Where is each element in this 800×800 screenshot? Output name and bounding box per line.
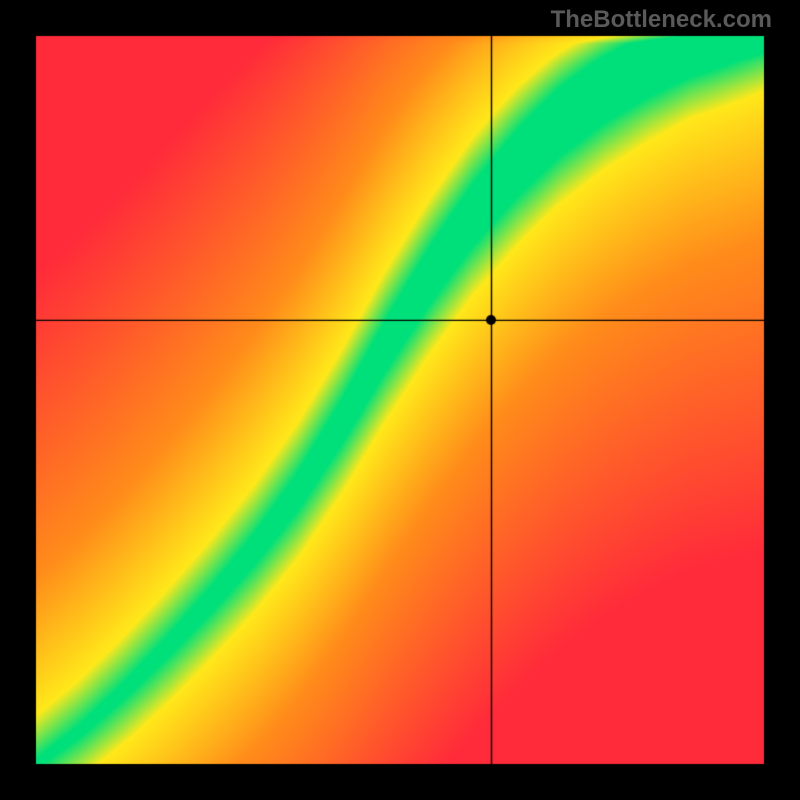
- watermark-text: TheBottleneck.com: [551, 6, 772, 34]
- bottleneck-heatmap: [0, 0, 800, 800]
- chart-container: { "watermark": { "text": "TheBottleneck.…: [0, 0, 800, 800]
